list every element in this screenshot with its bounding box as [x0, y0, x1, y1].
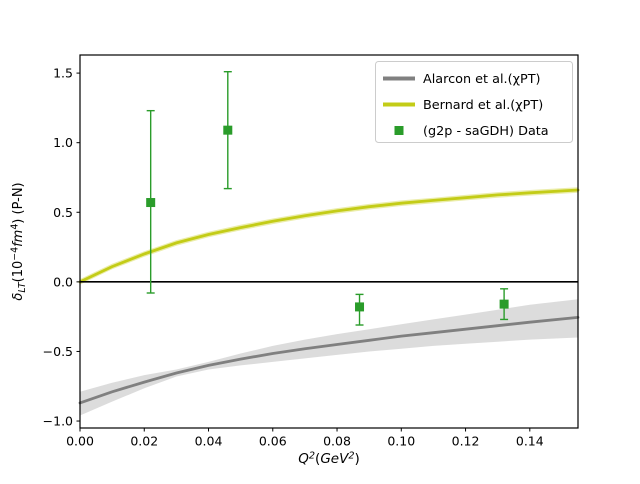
x-tick-label: 0.08: [323, 434, 351, 449]
legend-box: [375, 61, 573, 143]
legend-entry-label: Alarcon et al.(χPT): [423, 72, 541, 87]
alarcon-band: [80, 299, 578, 416]
x-tick-label: 0.00: [66, 434, 94, 449]
x-tick-label: 0.06: [259, 434, 287, 449]
x-axis-label: Q2(GeV2): [298, 451, 360, 468]
legend: Alarcon et al.(χPT) Bernard et al.(χPT) (g…: [375, 61, 573, 143]
bernard-line: [78, 188, 580, 284]
data-point: [146, 198, 156, 208]
data-point: [355, 302, 365, 312]
y-axis-label: δLT(10−4fm4) (P-N): [10, 182, 29, 300]
x-tick-label: 0.14: [516, 434, 544, 449]
legend-marker-icon: [394, 126, 404, 135]
legend-entry-label: (g2p - saGDH) Data: [423, 124, 549, 139]
y-tick-label: 0.5: [53, 205, 73, 220]
x-tick-label: 0.04: [195, 434, 223, 449]
y-tick-label: 1.5: [53, 66, 73, 81]
legend-entry-label: Bernard et al.(χPT): [423, 98, 543, 113]
data-point: [499, 299, 509, 309]
y-tick-label: −0.5: [43, 344, 73, 359]
x-tick-label: 0.12: [452, 434, 480, 449]
y-tick-label: 1.0: [53, 135, 73, 150]
x-tick-label: 0.10: [387, 434, 415, 449]
alarcon-line: [78, 316, 580, 405]
plot-frame: [79, 54, 579, 429]
x-tick-label: 0.02: [130, 434, 158, 449]
data-point: [223, 125, 233, 135]
y-tick-label: 0.0: [53, 274, 73, 289]
y-tick-label: −1.0: [43, 414, 73, 429]
